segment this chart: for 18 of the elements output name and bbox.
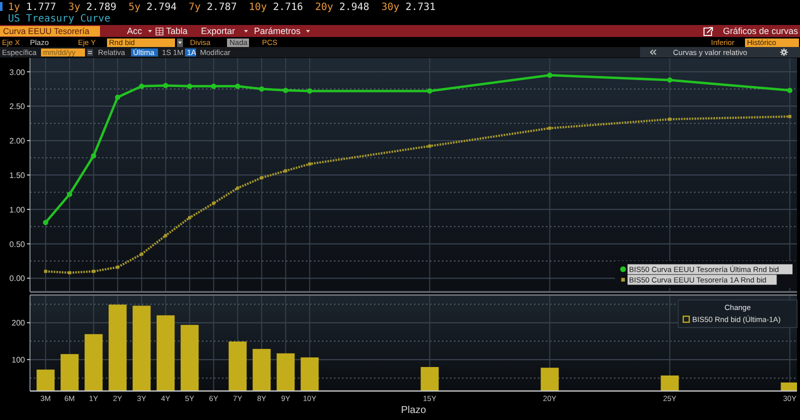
y-tick-label: 2.00 xyxy=(9,136,26,146)
y-tick-label: 3.00 xyxy=(9,68,26,77)
text: Tabla xyxy=(166,26,188,36)
chart-title: US Treasury Curve xyxy=(8,14,110,24)
y-tick-label: 0.50 xyxy=(9,240,26,249)
y-tick-label: 1.00 xyxy=(9,205,26,214)
text: Gráficos de curvas xyxy=(722,26,798,36)
y-tick-label: 100 xyxy=(12,356,26,365)
y-tick-label: 1.50 xyxy=(9,171,26,180)
y-tick-label: 2.50 xyxy=(9,102,26,112)
x-axis-title: Plazo xyxy=(400,405,426,416)
tab-button: Curva EEUU Tesorería xyxy=(0,26,100,36)
text: Exportar xyxy=(201,26,236,36)
text: 1y 1.777 3y 2.789 5y 2.794 7y 2.787 10y 2.716 20y 2.948 30y 2.731 xyxy=(8,2,436,13)
text: Acc xyxy=(127,26,143,36)
y-tick-label: 200 xyxy=(12,318,26,328)
y-tick-label: 0.00 xyxy=(9,274,26,284)
text: Parámetros xyxy=(254,26,302,36)
